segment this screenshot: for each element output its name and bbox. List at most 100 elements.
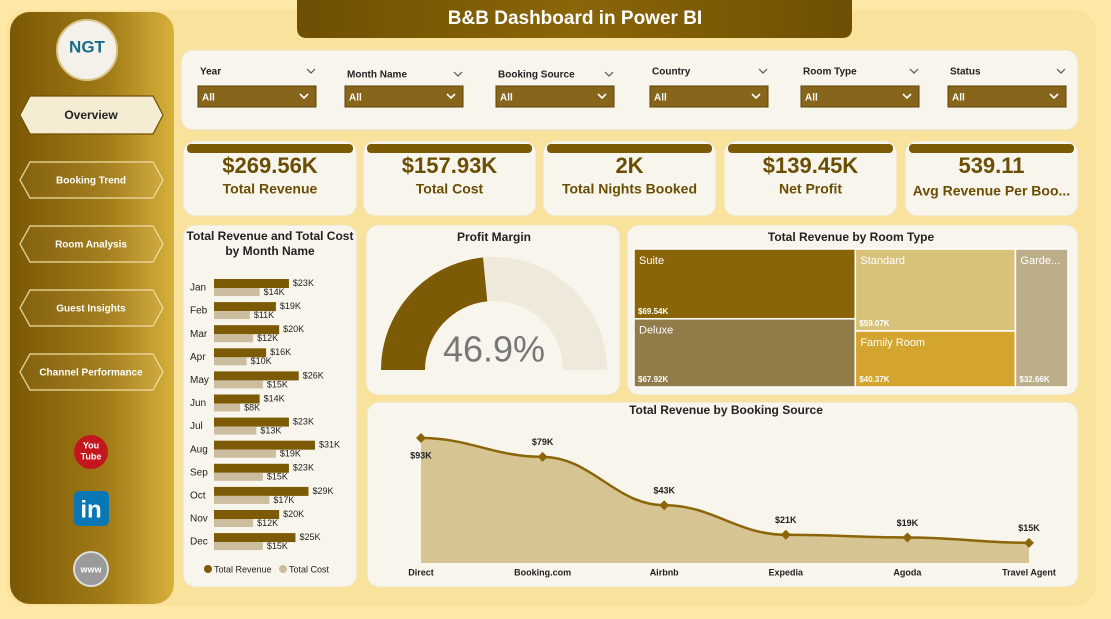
bar: [214, 495, 270, 504]
y-tick-label: Sep: [190, 467, 208, 478]
data-label: $25K: [299, 532, 320, 542]
bar: [214, 533, 296, 543]
bar: [214, 334, 254, 343]
y-tick-label: Jun: [190, 398, 206, 409]
y-tick-label: Aug: [190, 444, 208, 455]
filter-dropdown[interactable]: [947, 85, 1067, 108]
data-label: $8K: [244, 402, 260, 412]
data-label: $20K: [283, 509, 304, 519]
chart-title: Total Revenue and Total Cost by Month Na…: [186, 229, 354, 258]
legend-label: Total Revenue: [214, 564, 272, 574]
data-label: $19K: [280, 301, 301, 311]
filter-dropdown[interactable]: [649, 85, 769, 108]
bar: [214, 357, 247, 366]
bar: [214, 288, 260, 296]
chevron: [758, 68, 768, 74]
chevron: [597, 93, 607, 100]
kpi-value: $139.45K: [763, 153, 859, 178]
nav-label: Channel Performance: [39, 368, 143, 379]
chart-title: Profit Margin: [457, 230, 531, 244]
bar: [214, 302, 276, 312]
filter-value: All: [805, 93, 818, 104]
bar: [214, 380, 263, 389]
gauge-fill: [381, 257, 488, 370]
youtube-text: You: [83, 440, 99, 450]
data-label: $14K: [264, 393, 285, 403]
treemap-cell: [633, 318, 857, 388]
data-label: $79K: [532, 437, 554, 447]
nav-button[interactable]: [19, 289, 164, 327]
web-icon[interactable]: [73, 551, 109, 587]
nav-button[interactable]: [19, 161, 164, 199]
bar: [214, 403, 241, 412]
data-label: $15K: [267, 379, 288, 389]
filter-dropdown[interactable]: [495, 85, 615, 108]
x-tick-label: Agoda: [893, 567, 922, 577]
treemap-value: $59.07K: [859, 319, 889, 328]
kpi-label: Total Revenue: [223, 181, 318, 197]
filter-label: Booking Source: [498, 70, 575, 81]
kpi-value: 2K: [615, 153, 643, 178]
gauge-panel: [365, 224, 621, 396]
nav-button[interactable]: [19, 95, 164, 135]
kpi-label: Net Profit: [779, 181, 842, 197]
data-label: $10K: [251, 356, 272, 366]
bar: [214, 472, 263, 481]
x-tick-label: Direct: [408, 567, 434, 577]
sidebar: [10, 12, 174, 604]
legend-swatch: [279, 565, 287, 573]
bar: [214, 371, 299, 381]
filter-dropdown[interactable]: [800, 85, 920, 108]
legend-swatch: [204, 565, 212, 573]
point: [659, 500, 670, 511]
y-tick-label: Dec: [190, 537, 208, 548]
chevron: [909, 68, 919, 74]
logo-text: NGT: [69, 37, 106, 56]
filter-value: All: [952, 93, 965, 104]
data-label: $93K: [410, 450, 432, 460]
filter-value: All: [654, 93, 667, 104]
gauge-value: 46.9%: [443, 329, 545, 370]
filter-label: Year: [200, 67, 221, 78]
chevron: [299, 93, 309, 100]
data-label: $21K: [775, 515, 797, 525]
chevron: [1056, 68, 1066, 74]
y-tick-label: Oct: [190, 491, 206, 502]
treemap-value: $67.92K: [638, 375, 668, 384]
chevron: [751, 93, 761, 100]
nav-label: Overview: [64, 108, 118, 122]
kpi-strip: [909, 144, 1074, 153]
filter-dropdown[interactable]: [344, 85, 464, 108]
bar: [214, 463, 289, 473]
data-label: $29K: [312, 486, 333, 496]
data-label: $13K: [260, 425, 281, 435]
y-tick-label: Jan: [190, 283, 206, 294]
linkedin-text: in: [80, 496, 101, 523]
bar: [214, 348, 267, 358]
kpi-strip: [187, 144, 353, 153]
kpi-value: $269.56K: [222, 153, 318, 178]
point: [1024, 537, 1034, 548]
bar: [214, 394, 260, 404]
bar: [214, 311, 250, 320]
chevron: [446, 93, 456, 100]
x-tick-label: Travel Agent: [1002, 567, 1056, 577]
youtube-text: Tube: [81, 451, 102, 461]
data-label: $12K: [257, 518, 278, 528]
bar: [214, 449, 276, 458]
data-label: $26K: [303, 370, 324, 380]
youtube-icon[interactable]: [74, 435, 108, 469]
kpi-value: $157.93K: [402, 153, 498, 178]
legend-label: Total Cost: [289, 564, 330, 574]
y-tick-label: Feb: [190, 306, 208, 317]
x-tick-label: Booking.com: [514, 567, 571, 577]
nav-button[interactable]: [19, 353, 164, 391]
nav-button[interactable]: [19, 225, 164, 263]
nav-label: Booking Trend: [56, 176, 126, 187]
data-label: $23K: [293, 278, 314, 288]
filter-dropdown[interactable]: [197, 85, 317, 108]
kpi-label: Total Nights Booked: [562, 181, 697, 197]
treemap-value: $32.66K: [1019, 375, 1049, 384]
chart-title: Total Revenue by Booking Source: [629, 403, 823, 417]
linkedin-icon[interactable]: [74, 491, 109, 526]
